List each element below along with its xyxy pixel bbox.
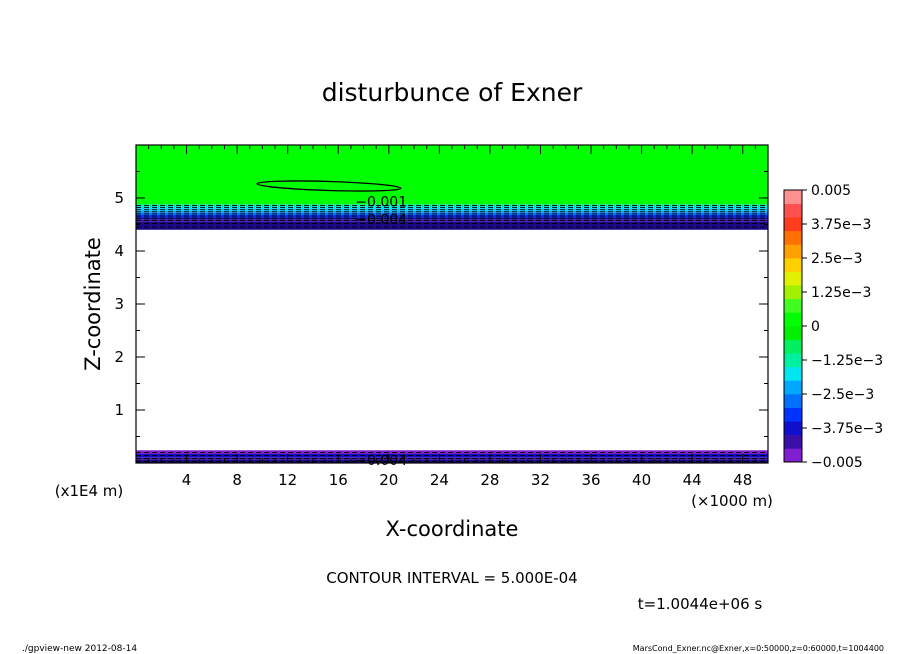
colorbar-tick-label: −0.005 (811, 455, 863, 471)
colorbar-swatch (784, 394, 802, 408)
x-tick-label: 24 (430, 471, 449, 489)
colorbar-tick-label: −1.25e−3 (811, 353, 883, 369)
colorbar-swatch (784, 366, 802, 381)
contour-labels: −0.001−0.004−0.004 (355, 195, 407, 469)
colorbar-swatch (784, 285, 802, 300)
y-axis-label: Z-coordinate (81, 237, 105, 371)
x-tick-label: 32 (531, 471, 550, 489)
contour-lines (136, 204, 768, 462)
x-tick-label: 16 (329, 471, 348, 489)
x-tick-label: 48 (733, 471, 752, 489)
x-tick-label: 44 (683, 471, 702, 489)
colorbar-swatch (784, 190, 802, 204)
contour-label: −0.004 (355, 453, 407, 469)
time-text: t=1.0044e+06 s (638, 595, 763, 613)
colorbar-tick-label: 1.25e−3 (811, 285, 871, 301)
x-tick-label: 40 (632, 471, 651, 489)
colorbar-tick-label: 3.75e−3 (811, 217, 871, 233)
colorbar-swatch (784, 380, 802, 395)
colorbar-swatch (784, 230, 802, 245)
x-tick-label: 28 (480, 471, 499, 489)
band-upper-field (136, 145, 768, 205)
band-top-layer (136, 221, 768, 230)
colorbar-swatch (784, 448, 802, 463)
colorbar-tick-label: 0.005 (811, 183, 851, 199)
closed-contour-line (256, 180, 402, 192)
x-axis-unit: (×1000 m) (691, 492, 773, 510)
y-tick-label: 5 (114, 189, 124, 207)
footer-left: ./gpview-new 2012-08-14 (22, 644, 137, 654)
chart-title: disturbunce of Exner (322, 78, 583, 107)
x-tick-label: 12 (278, 471, 297, 489)
colorbar-swatch (784, 434, 802, 449)
colorbar-swatch (784, 421, 802, 436)
colorbar-swatch (784, 271, 802, 286)
x-tick-label: 4 (182, 471, 192, 489)
colorbar-tick-label: 0 (811, 319, 820, 335)
colorbar-swatch (784, 298, 802, 313)
y-axis-unit: (x1E4 m) (55, 482, 124, 500)
colorbar-swatch (784, 258, 802, 272)
colorbar-swatch (784, 407, 802, 422)
x-axis-label: X-coordinate (386, 517, 519, 541)
colorbar-swatch (784, 217, 802, 232)
colorbar-tick-label: −3.75e−3 (811, 421, 883, 437)
x-axis-ticks: 4 8 12 16 20 24 28 32 36 40 44 48 (148, 145, 756, 489)
plot-area: −0.001−0.004−0.004 4 8 12 16 20 24 28 32 36 40 44 4… (114, 144, 769, 489)
colorbar-tick-label: −2.5e−3 (811, 387, 874, 403)
colorbar-swatch (784, 326, 802, 340)
colorbar-swatch (784, 353, 802, 368)
y-tick-label: 1 (114, 401, 124, 419)
footer-right: MarsCond_Exner.nc@Exner,x=0:50000,z=0:60… (633, 644, 884, 653)
contour-label: −0.004 (355, 212, 407, 228)
y-axis-ticks: 1 2 3 4 5 (114, 171, 768, 437)
y-tick-label: 4 (114, 242, 124, 260)
contour-label: −0.001 (355, 195, 407, 211)
y-tick-label: 3 (114, 295, 124, 313)
colorbar-swatch (784, 203, 802, 218)
y-tick-label: 2 (114, 348, 124, 366)
colorbar-swatch (784, 339, 802, 354)
x-tick-label: 36 (581, 471, 600, 489)
colorbar-swatch (784, 312, 802, 327)
contour-interval-text: CONTOUR INTERVAL = 5.000E-04 (326, 569, 577, 587)
colorbar-tick-label: 2.5e−3 (811, 251, 863, 267)
colorbar: 0.005 3.75e−3 2.5e−3 1.25e−3 0 −1.25e−3 −2.5e−… (783, 183, 883, 471)
x-tick-label: 8 (232, 471, 242, 489)
colorbar-swatch (784, 244, 802, 259)
x-tick-label: 20 (379, 471, 398, 489)
